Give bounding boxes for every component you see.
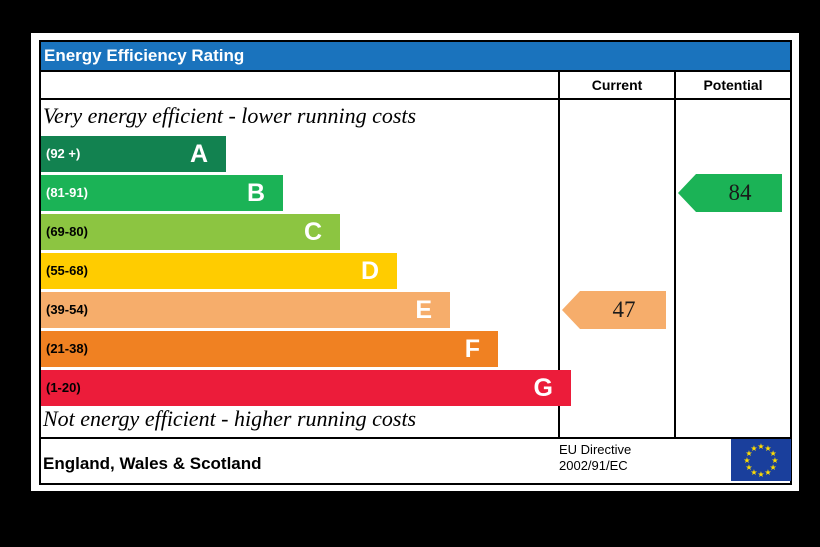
eu-star-icon: ★	[745, 449, 752, 458]
band-a-range: (92 +)	[46, 146, 81, 161]
band-g-letter: G	[533, 374, 553, 402]
band-d: (55-68) D	[41, 253, 397, 289]
band-c-letter: C	[303, 218, 322, 246]
band-a-letter: A	[189, 140, 208, 168]
eu-flag-icon: ★ ★ ★ ★ ★ ★ ★ ★ ★ ★ ★ ★	[731, 439, 791, 481]
band-b-range: (81-91)	[46, 185, 88, 200]
eu-directive-label: EU Directive 2002/91/EC	[559, 442, 631, 474]
chart-title: Energy Efficiency Rating	[41, 42, 790, 70]
energy-rating-chart: Energy Efficiency Rating Current Potenti…	[39, 40, 792, 485]
eu-star-icon: ★	[764, 444, 771, 453]
current-arrow-shape	[562, 291, 666, 329]
band-e-letter: E	[415, 296, 432, 324]
band-f: (21-38) F	[41, 331, 498, 367]
eu-star-icon: ★	[745, 463, 752, 472]
potential-rating-arrow: 84	[678, 174, 782, 212]
eu-star-icon: ★	[743, 456, 750, 465]
band-b-letter: B	[246, 179, 265, 207]
current-column-left-border	[558, 70, 560, 439]
eu-flag-stars: ★ ★★★★★★★★★★★	[743, 442, 778, 479]
eu-star-icon: ★	[764, 468, 771, 477]
band-d-letter: D	[360, 257, 379, 285]
band-a: (92 +) A	[41, 136, 226, 172]
bottom-note: Not energy efficient - higher running co…	[43, 406, 417, 431]
eu-star-icon: ★	[757, 442, 764, 451]
eu-star-icon: ★	[750, 468, 757, 477]
current-rating-value: 47	[612, 297, 636, 322]
potential-rating-value: 84	[728, 180, 752, 205]
eu-directive-line2: 2002/91/EC	[559, 458, 628, 473]
band-d-range: (55-68)	[46, 263, 88, 278]
band-e-range: (39-54)	[46, 302, 88, 317]
band-b: (81-91) B	[41, 175, 283, 211]
eu-star-icon: ★	[770, 463, 777, 472]
band-c: (69-80) C	[41, 214, 340, 250]
current-column-header: Current	[591, 77, 643, 93]
top-note: Very energy efficient - lower running co…	[43, 103, 417, 128]
band-g-range: (1-20)	[46, 380, 81, 395]
band-f-letter: F	[464, 335, 480, 363]
eu-star-icon: ★	[750, 444, 757, 453]
eu-star-icon: ★	[771, 456, 778, 465]
eu-star-icon: ★	[757, 470, 764, 479]
header-bottom-divider	[41, 98, 790, 100]
band-e: (39-54) E	[41, 292, 450, 328]
footer-divider	[41, 437, 790, 439]
eu-star-icon: ★	[770, 449, 777, 458]
region-label: England, Wales & Scotland	[43, 454, 262, 473]
band-c-range: (69-80)	[46, 224, 88, 239]
band-g: (1-20) G	[41, 370, 571, 406]
potential-arrow-shape	[678, 174, 782, 212]
eu-directive-line1: EU Directive	[559, 442, 632, 457]
header-divider	[41, 70, 790, 72]
potential-column-left-border	[674, 70, 676, 439]
potential-column-header: Potential	[703, 77, 763, 93]
band-f-range: (21-38)	[46, 341, 88, 356]
current-rating-arrow: 47	[562, 291, 666, 329]
